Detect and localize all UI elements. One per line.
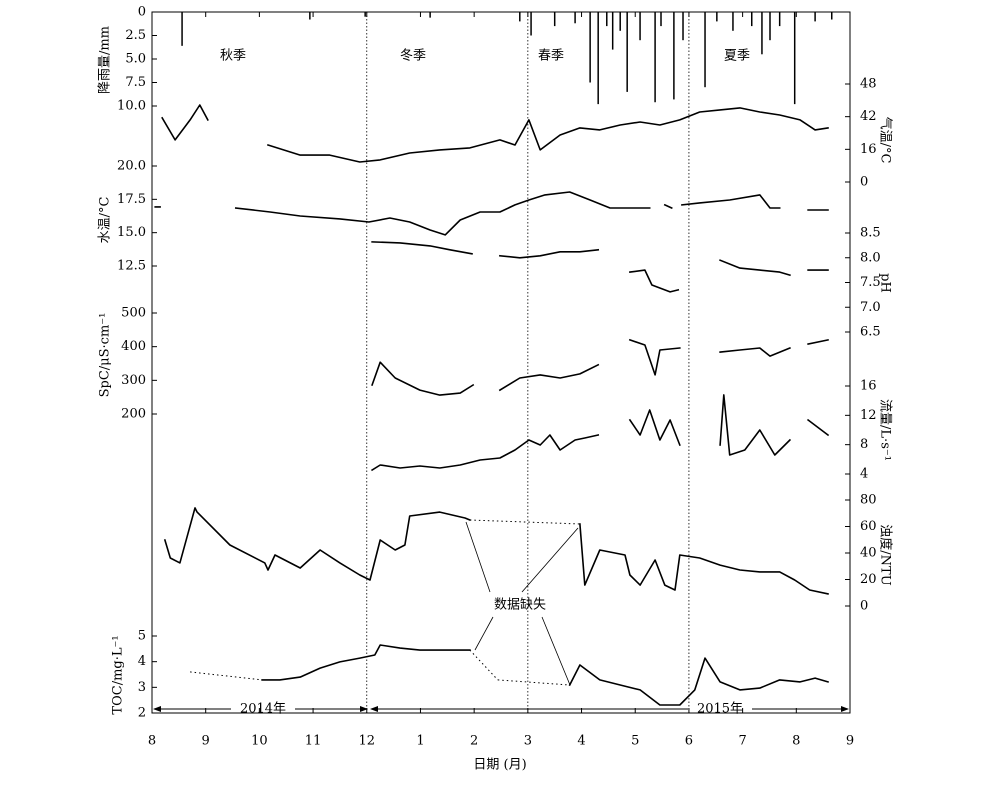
y-tick-label: 400 [121,339,146,354]
y-axis-label: SpC/μS·cm⁻¹ [98,313,113,398]
y-tick-label: 5.0 [125,52,146,67]
annotation-leaders [465,521,579,686]
series-line [163,507,829,595]
y-tick-label: 4 [138,654,146,669]
leader-line [541,616,571,686]
arrow-head [360,706,368,712]
year-label: 2015年 [697,702,743,717]
y-tick-label: 15.0 [117,225,146,240]
y-tick-label: 48 [860,77,877,92]
missing-data-bridge [190,671,263,681]
y-tick-label: 12.5 [117,259,146,274]
y-tick-label: 12 [860,408,877,423]
y-axis-label: 水温/°C [98,197,113,244]
y-tick-label: 2.5 [125,28,146,43]
y-tick-label: 16 [860,142,877,157]
series-line [370,394,830,472]
x-tick-label: 8 [792,734,800,749]
y-tick-label: 8.0 [860,250,881,265]
x-tick-label: 8 [148,734,156,749]
y-tick-label: 16 [860,379,877,394]
y-tick-label: 20 [860,572,877,587]
y-axis-label: 降雨量/mm [98,26,113,94]
y-tick-label: 200 [121,407,146,422]
series-line [161,104,829,163]
x-tick-label: 9 [846,734,854,749]
y-tick-label: 7.0 [860,300,881,315]
x-tick-label: 10 [251,734,268,749]
y-axis-label: TOC/mg·L⁻¹ [111,635,126,714]
arrow-head [370,706,378,712]
series-line [371,338,829,396]
y-tick-label: 8 [860,437,868,452]
y-axis-label: 浊度/NTU [878,524,894,585]
season-label: 春季 [538,49,564,64]
y-axis-label: 气温/°C [878,117,894,164]
x-tick-label: 12 [358,734,375,749]
series-line [154,191,829,236]
y-tick-label: 5 [138,629,146,644]
x-tick-label: 5 [631,734,639,749]
season-label: 夏季 [724,49,750,64]
y-tick-label: 0 [138,5,146,20]
y-tick-label: 4 [860,467,868,482]
y-tick-label: 500 [121,306,146,321]
arrow-head [841,706,849,712]
year-label: 2014年 [240,702,286,717]
y-axis-label: 流量/L·s⁻¹ [878,399,893,461]
y-tick-label: 0 [860,175,868,190]
y-tick-label: 60 [860,519,877,534]
season-label: 冬季 [400,48,426,64]
series-line [371,241,829,293]
annotation: 数据缺失 [494,598,546,613]
leader-line [521,527,579,593]
x-tick-label: 7 [738,734,746,749]
x-tick-label: 1 [416,734,424,749]
y-tick-label: 80 [860,493,877,508]
y-tick-label: 40 [860,546,877,561]
y-tick-label: 42 [860,109,877,124]
x-axis-label: 日期 (月) [473,758,526,773]
missing-data-bridge [469,649,499,681]
y-tick-label: 3 [138,680,146,695]
x-tick-label: 11 [305,734,322,749]
y-tick-label: 0 [860,599,868,614]
y-tick-label: 6.5 [860,325,881,340]
y-tick-label: 10.0 [117,99,146,114]
y-tick-label: 300 [121,373,146,388]
y-axis-label: pH [878,273,893,293]
arrow-head [153,706,161,712]
missing-data-bridge [469,519,580,525]
x-tick-label: 9 [202,734,210,749]
y-tick-label: 8.5 [860,226,881,241]
plot-frame [151,11,851,714]
y-tick-label: 20.0 [117,159,146,174]
x-tick-label: 6 [685,734,693,749]
y-tick-label: 7.5 [860,275,881,290]
y-tick-label: 17.5 [117,192,146,207]
series-line [261,644,829,706]
x-tick-label: 4 [577,734,585,749]
y-tick-label: 7.5 [125,75,146,90]
leader-line [474,616,494,651]
season-label: 秋季 [220,49,246,64]
leader-line [465,521,491,593]
x-tick-label: 3 [524,734,532,749]
missing-data-bridge [497,679,570,686]
x-tick-label: 2 [470,734,478,749]
y-tick-label: 2 [138,706,146,721]
